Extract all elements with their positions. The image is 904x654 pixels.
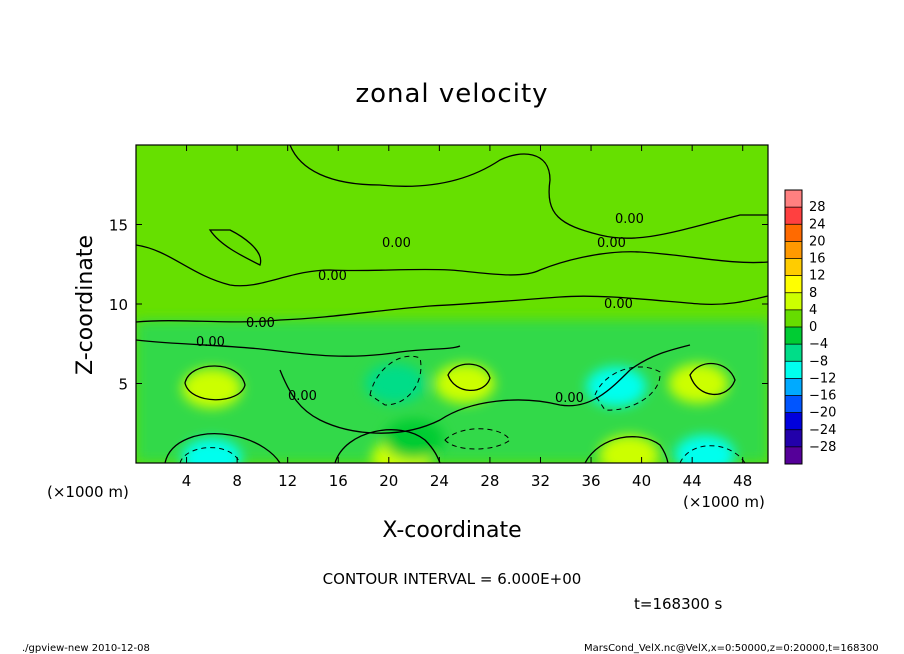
colorbar-label: 4 xyxy=(809,303,817,318)
colorbar-label: −12 xyxy=(809,371,836,386)
colorbar-segment xyxy=(785,429,802,447)
colorbar-segment xyxy=(785,207,802,225)
colorbar-label: −4 xyxy=(809,337,828,352)
dashed-contour-right xyxy=(594,366,661,411)
colorbar-label: 16 xyxy=(809,252,826,267)
colorbar-label: −16 xyxy=(809,389,836,404)
colorbar-segment xyxy=(785,241,802,259)
colorbar-label: −24 xyxy=(809,423,836,438)
footer-left: ./gpview-new 2010-12-08 xyxy=(22,643,150,654)
x-unit-left: (×1000 m) xyxy=(47,483,129,501)
field-feature xyxy=(674,435,735,463)
contour-line-mid-upper xyxy=(136,244,768,287)
contour-label: 0.00 xyxy=(555,391,584,406)
x-tick-label: 32 xyxy=(531,472,550,490)
contour-line-wave xyxy=(279,344,691,434)
field-feature xyxy=(434,363,495,404)
time-text: t=168300 s xyxy=(634,595,722,613)
field-feature xyxy=(181,438,242,463)
colorbar-label: 0 xyxy=(809,320,817,335)
x-tick-label: 24 xyxy=(430,472,449,490)
colorbar-segment xyxy=(785,446,802,464)
y-tick-label: 15 xyxy=(109,217,128,235)
colorbar-label: −20 xyxy=(809,406,836,421)
contour-line-bottom-left xyxy=(164,433,281,463)
dashed-contour-left xyxy=(179,447,241,463)
colorbar-segment xyxy=(785,292,802,310)
contour-label: 0.00 xyxy=(246,316,275,331)
contour-line-blob-left xyxy=(208,229,262,266)
x-unit-right: (×1000 m) xyxy=(683,493,765,511)
dashed-contour-bottom-right xyxy=(679,445,746,463)
x-tick-label: 44 xyxy=(683,472,702,490)
y-axis-title: Z-coordinate xyxy=(73,235,98,375)
colorbar-label: 8 xyxy=(809,286,817,301)
colorbar-label: 20 xyxy=(809,234,826,249)
colorbar-label: 24 xyxy=(809,217,826,232)
colorbar-segment xyxy=(785,275,802,293)
field-feature xyxy=(181,368,242,409)
contour-lines xyxy=(136,145,768,463)
x-tick-label: 12 xyxy=(278,472,297,490)
x-tick-label: 4 xyxy=(182,472,192,490)
contour-line-lower xyxy=(136,339,461,357)
colorbar: 28 24 20 16 12 8 4 0 −4 −8 −12 −16 −20 −24 −28 xyxy=(784,189,836,465)
colorbar-label: 28 xyxy=(809,200,826,215)
contour-labels: 0.00 0.00 0.00 0.00 0.00 0.00 0.00 0.00 … xyxy=(196,212,644,406)
colorbar-segment xyxy=(785,309,802,327)
dashed-contour-low xyxy=(444,428,511,450)
colorbar-segment xyxy=(785,378,802,396)
colorbar-label: −28 xyxy=(809,440,836,455)
colorbar-segment xyxy=(785,224,802,242)
contour-label: 0.00 xyxy=(382,236,411,251)
colorbar-segment xyxy=(785,190,802,208)
field-feature xyxy=(668,363,729,404)
colorbar-segment xyxy=(785,395,802,413)
footer-right: MarsCond_VelX.nc@VelX,x=0:50000,z=0:2000… xyxy=(584,643,879,654)
plot-area: 0.00 0.00 0.00 0.00 0.00 0.00 0.00 0.00 … xyxy=(136,145,768,463)
x-axis: 4 8 12 16 20 24 28 32 36 40 44 48 xyxy=(182,145,752,490)
x-tick-label: 8 xyxy=(232,472,242,490)
field-feature xyxy=(384,419,445,460)
field-feature xyxy=(586,366,647,407)
contour-interval-text: CONTOUR INTERVAL = 6.000E+00 xyxy=(323,570,582,588)
contour-line-lobe-2 xyxy=(447,363,491,391)
colorbar-segment xyxy=(785,258,802,276)
colorbar-label: 12 xyxy=(809,269,826,284)
x-tick-label: 40 xyxy=(632,472,651,490)
contour-line-lobe-1 xyxy=(184,365,246,401)
x-axis-title: X-coordinate xyxy=(382,518,521,543)
colorbar-segment xyxy=(785,344,802,362)
contour-line-lobe-3 xyxy=(689,362,736,396)
contour-label: 0.00 xyxy=(604,297,633,312)
x-tick-label: 16 xyxy=(329,472,348,490)
colorbar-segment xyxy=(785,412,802,430)
contour-label: 0.00 xyxy=(597,236,626,251)
contour-label: 0.00 xyxy=(318,269,347,284)
colorbar-segment xyxy=(785,361,802,379)
x-tick-label: 48 xyxy=(733,472,752,490)
x-tick-label: 36 xyxy=(581,472,600,490)
y-tick-label: 5 xyxy=(118,376,128,394)
contour-label: 0.00 xyxy=(615,212,644,227)
contour-line-bottom-right xyxy=(584,436,669,463)
contour-label: 0.00 xyxy=(288,389,317,404)
contour-line-bottom-mid xyxy=(334,429,441,463)
colorbar-label: −8 xyxy=(809,354,828,369)
field-feature xyxy=(598,435,659,463)
y-axis: 5 10 15 xyxy=(109,217,768,394)
chart-title: zonal velocity xyxy=(355,79,548,109)
contour-lines-negative xyxy=(179,355,746,463)
y-tick-label: 10 xyxy=(109,296,128,314)
contour-label: 0.00 xyxy=(196,335,225,350)
x-tick-label: 28 xyxy=(480,472,499,490)
colorbar-segment xyxy=(785,327,802,345)
contour-line-upper xyxy=(289,145,768,239)
contour-line-mid xyxy=(136,295,768,323)
x-tick-label: 20 xyxy=(379,472,398,490)
